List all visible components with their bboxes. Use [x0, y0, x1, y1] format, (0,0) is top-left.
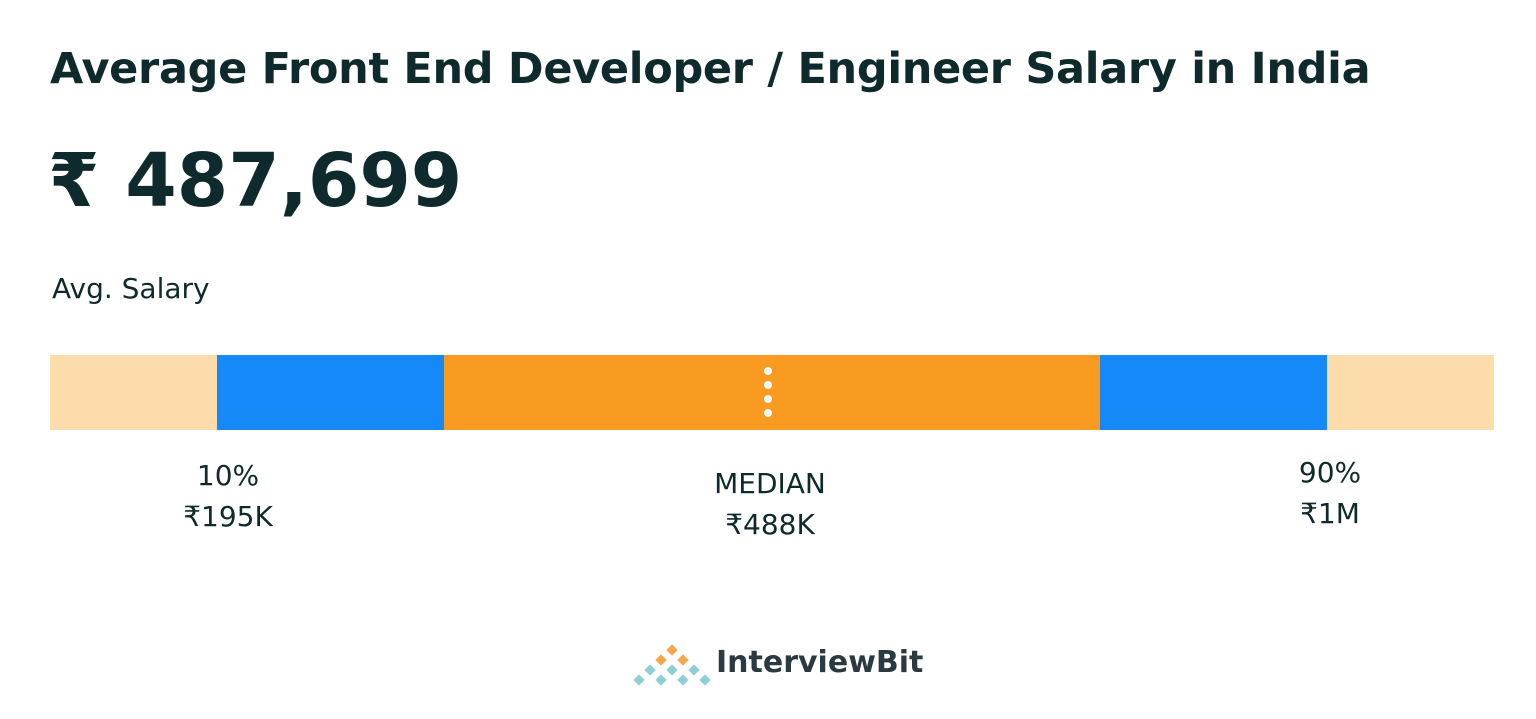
marker: 90% ₹1M — [1210, 452, 1450, 534]
logo-icon — [633, 644, 711, 686]
brand: InterviewBit — [716, 645, 924, 680]
marker: 10% ₹195K — [108, 455, 348, 537]
marker-value: ₹488K — [725, 508, 815, 541]
median-dots — [764, 367, 772, 417]
bar-segment — [1100, 355, 1327, 430]
bar-segment — [444, 355, 1100, 430]
title: Average Front End Developer / Engineer S… — [50, 44, 1371, 94]
marker-label: 90% — [1298, 456, 1362, 489]
marker-label: MEDIAN — [714, 467, 826, 500]
average-amount: ₹ 487,699 — [48, 138, 463, 224]
caption: Avg. Salary — [52, 272, 210, 305]
marker-value: ₹195K — [183, 500, 273, 533]
bar-segment — [217, 355, 444, 430]
marker-value: ₹1M — [1300, 497, 1360, 530]
marker: MEDIAN ₹488K — [650, 463, 890, 545]
bar-segment — [50, 355, 217, 430]
bar-segment — [1327, 355, 1494, 430]
marker-label: 10% — [196, 459, 260, 492]
